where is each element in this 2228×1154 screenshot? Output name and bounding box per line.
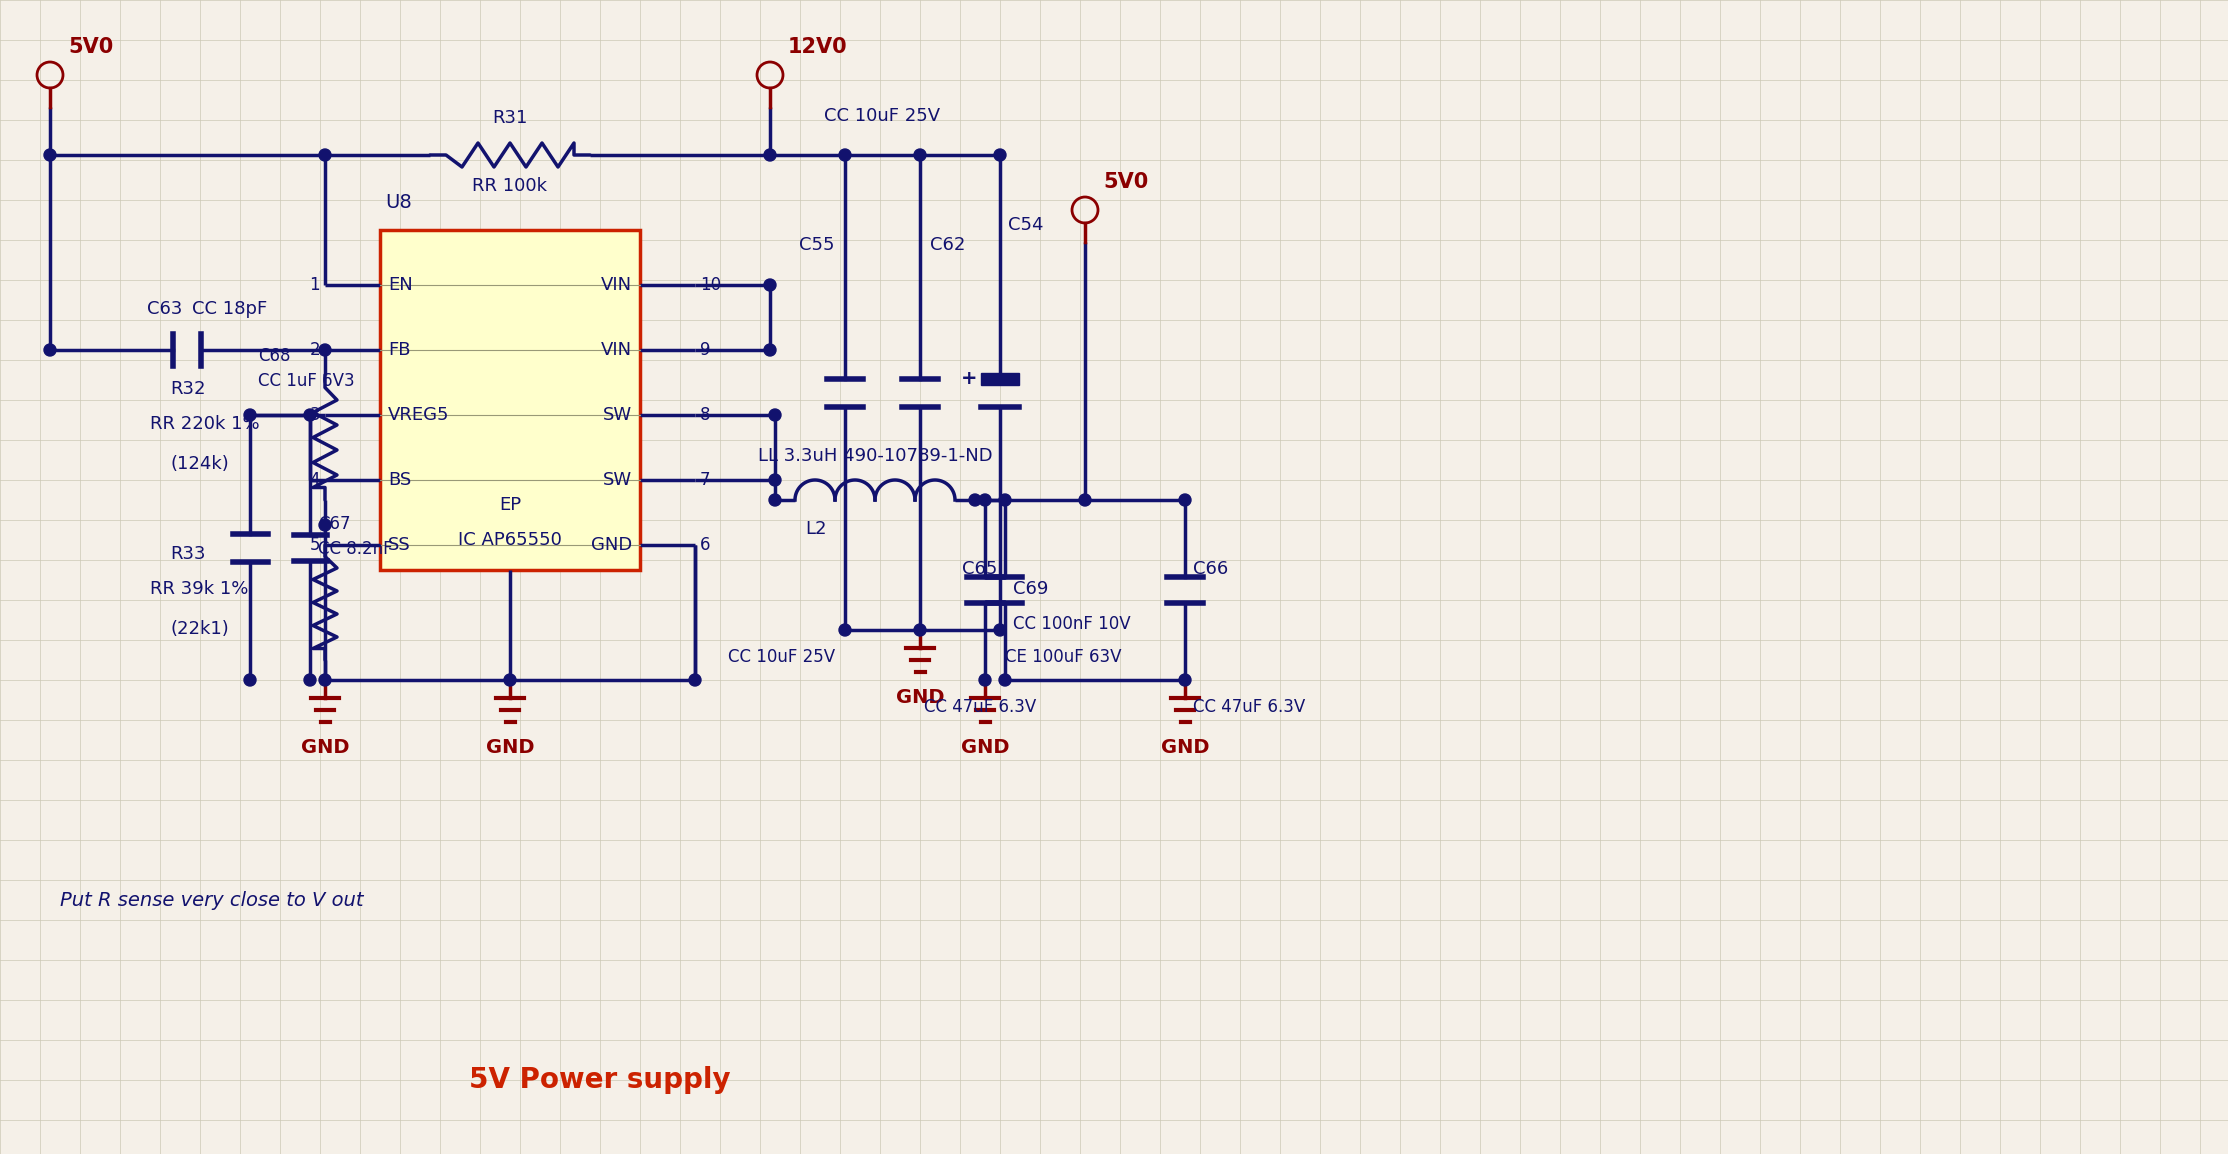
Circle shape xyxy=(1179,494,1192,505)
Text: CC 47uF 6.3V: CC 47uF 6.3V xyxy=(1192,698,1306,715)
Text: GND: GND xyxy=(486,739,535,757)
Text: EN: EN xyxy=(388,276,412,294)
Circle shape xyxy=(45,149,56,162)
Text: 6: 6 xyxy=(700,535,711,554)
Circle shape xyxy=(998,674,1012,685)
Text: RR 100k: RR 100k xyxy=(472,177,548,195)
Text: R33: R33 xyxy=(169,545,205,563)
Text: GND: GND xyxy=(301,739,350,757)
Text: C68: C68 xyxy=(258,347,290,365)
Circle shape xyxy=(504,674,517,685)
Text: LL 3.3uH 490-10789-1-ND: LL 3.3uH 490-10789-1-ND xyxy=(758,447,991,465)
Text: IC AP65550: IC AP65550 xyxy=(459,531,561,549)
Text: 5V0: 5V0 xyxy=(69,37,114,57)
Text: GND: GND xyxy=(960,739,1009,757)
Text: 8: 8 xyxy=(700,406,711,424)
Text: U8: U8 xyxy=(385,193,412,212)
Circle shape xyxy=(769,409,782,421)
Text: Put R sense very close to V out: Put R sense very close to V out xyxy=(60,891,363,909)
Text: GND: GND xyxy=(1161,739,1210,757)
Text: (124k): (124k) xyxy=(169,455,229,473)
Text: SS: SS xyxy=(388,535,410,554)
Circle shape xyxy=(994,149,1007,162)
Text: (22k1): (22k1) xyxy=(169,620,229,638)
Circle shape xyxy=(1179,674,1192,685)
Text: 5V Power supply: 5V Power supply xyxy=(470,1066,731,1094)
Text: GND: GND xyxy=(896,688,945,707)
Text: 4: 4 xyxy=(310,471,321,489)
Text: 5V0: 5V0 xyxy=(1103,172,1147,192)
Text: R32: R32 xyxy=(169,380,205,398)
Text: VREG5: VREG5 xyxy=(388,406,450,424)
Circle shape xyxy=(978,674,991,685)
Circle shape xyxy=(769,494,782,505)
Text: C67: C67 xyxy=(319,515,350,533)
Text: CC 1uF 6V3: CC 1uF 6V3 xyxy=(258,372,354,390)
Text: 10: 10 xyxy=(700,276,722,294)
Text: CC 10uF 25V: CC 10uF 25V xyxy=(729,649,836,666)
Text: 5: 5 xyxy=(310,535,321,554)
Text: CC 8.2nF: CC 8.2nF xyxy=(319,540,392,559)
Text: C69: C69 xyxy=(1014,580,1049,598)
Circle shape xyxy=(764,279,775,291)
Text: C55: C55 xyxy=(800,237,836,254)
Text: EP: EP xyxy=(499,496,521,514)
Circle shape xyxy=(978,494,991,505)
Text: 9: 9 xyxy=(700,340,711,359)
Text: GND: GND xyxy=(590,535,633,554)
Text: C54: C54 xyxy=(1007,216,1043,234)
Bar xyxy=(381,230,639,570)
Text: CC 47uF 6.3V: CC 47uF 6.3V xyxy=(925,698,1036,715)
Circle shape xyxy=(994,624,1007,636)
Text: 7: 7 xyxy=(700,471,711,489)
Circle shape xyxy=(913,149,927,162)
Text: CC 10uF 25V: CC 10uF 25V xyxy=(824,107,940,125)
Text: CE 100uF 63V: CE 100uF 63V xyxy=(1005,649,1121,666)
Text: CC 18pF: CC 18pF xyxy=(192,300,267,319)
Circle shape xyxy=(245,409,256,421)
Circle shape xyxy=(45,344,56,355)
Text: L2: L2 xyxy=(804,520,827,538)
Circle shape xyxy=(319,519,332,531)
Text: 2: 2 xyxy=(310,340,321,359)
Circle shape xyxy=(764,149,775,162)
Circle shape xyxy=(998,494,1012,505)
Circle shape xyxy=(1078,494,1092,505)
Text: 12V0: 12V0 xyxy=(789,37,847,57)
Text: VIN: VIN xyxy=(602,340,633,359)
Text: SW: SW xyxy=(604,406,633,424)
Text: FB: FB xyxy=(388,340,410,359)
Circle shape xyxy=(840,149,851,162)
Circle shape xyxy=(303,674,316,685)
Circle shape xyxy=(913,624,927,636)
Text: +: + xyxy=(960,369,978,388)
Circle shape xyxy=(319,344,332,355)
Circle shape xyxy=(245,674,256,685)
Circle shape xyxy=(769,474,782,486)
Circle shape xyxy=(688,674,702,685)
Text: C62: C62 xyxy=(929,237,965,254)
Text: RR 39k 1%: RR 39k 1% xyxy=(149,580,247,598)
Text: VIN: VIN xyxy=(602,276,633,294)
Text: C63: C63 xyxy=(147,300,183,319)
Text: BS: BS xyxy=(388,471,412,489)
Text: C65: C65 xyxy=(962,560,998,578)
Circle shape xyxy=(764,344,775,355)
Text: R31: R31 xyxy=(492,108,528,127)
Circle shape xyxy=(319,674,332,685)
Text: CC 100nF 10V: CC 100nF 10V xyxy=(1014,615,1130,634)
Circle shape xyxy=(319,149,332,162)
Circle shape xyxy=(969,494,980,505)
Circle shape xyxy=(840,624,851,636)
Text: 3: 3 xyxy=(310,406,321,424)
Bar xyxy=(980,373,1018,384)
Text: SW: SW xyxy=(604,471,633,489)
Text: 1: 1 xyxy=(310,276,321,294)
Text: RR 220k 1%: RR 220k 1% xyxy=(149,415,261,433)
Circle shape xyxy=(303,409,316,421)
Text: C66: C66 xyxy=(1192,560,1228,578)
